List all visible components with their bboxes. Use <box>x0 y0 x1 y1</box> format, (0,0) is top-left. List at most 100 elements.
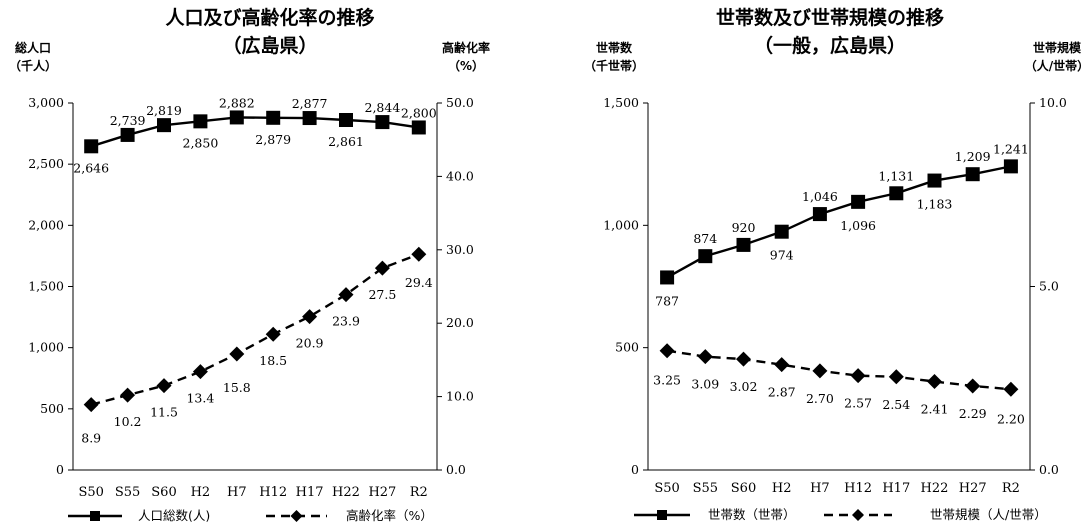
data-point-square <box>84 139 99 154</box>
data-label: 10.2 <box>114 414 142 429</box>
data-label: 2,861 <box>328 134 364 149</box>
data-label: 8.9 <box>81 431 101 446</box>
left-tick-label: 1,500 <box>28 279 64 294</box>
right-tick-label: 40.0 <box>446 168 474 183</box>
data-point-diamond <box>302 309 318 325</box>
data-label: 2.29 <box>959 406 987 421</box>
x-category-label: H2 <box>772 481 792 496</box>
chart-subtitle: （広島県） <box>222 34 317 57</box>
data-label: 787 <box>655 293 679 308</box>
data-label: 2.20 <box>997 411 1025 426</box>
data-point-square <box>774 224 789 239</box>
data-point-diamond <box>265 326 281 342</box>
left-tick-label: 500 <box>40 401 64 416</box>
data-point-square <box>927 173 942 188</box>
data-point-diamond <box>83 397 99 413</box>
legend-label: 人口総数(人) <box>138 508 210 523</box>
right-tick-label: 10.0 <box>446 389 474 404</box>
x-category-label: H17 <box>296 485 324 500</box>
data-label: 1,046 <box>802 189 838 204</box>
right-tick-label: 0.0 <box>1039 462 1059 477</box>
x-category-label: S60 <box>731 481 756 496</box>
left-axis-label: 世帯数 <box>596 40 633 55</box>
x-category-label: H2 <box>191 485 211 500</box>
data-point-square <box>698 249 713 264</box>
data-label: 3.25 <box>653 373 681 388</box>
data-label: 2.54 <box>882 397 910 412</box>
data-label: 874 <box>693 231 717 246</box>
data-label: 13.4 <box>186 391 214 406</box>
data-point-diamond <box>965 378 981 394</box>
left-tick-label: 0 <box>56 462 64 477</box>
x-category-label: H22 <box>332 485 360 500</box>
data-point-diamond <box>338 287 354 303</box>
data-point-square <box>736 237 751 252</box>
x-category-label: S55 <box>115 485 140 500</box>
data-label: 2,819 <box>146 103 182 118</box>
left-tick-label: 1,000 <box>28 340 64 355</box>
data-point-diamond <box>659 343 675 359</box>
chart-subtitle: （一般，広島県） <box>754 34 906 57</box>
x-category-label: H27 <box>368 485 396 500</box>
legend-label: 世帯規模（人/世帯） <box>930 507 1047 522</box>
data-label: 3.02 <box>730 379 758 394</box>
chart-1: 人口及び高齢化率の推移（広島県）総人口（千人）高齢化率（%）05001,0001… <box>9 6 490 523</box>
data-label: 1,241 <box>993 141 1029 156</box>
right-tick-label: 5.0 <box>1039 279 1059 294</box>
data-point-square <box>339 113 353 128</box>
data-point-square <box>157 118 171 133</box>
data-point-diamond <box>697 349 713 365</box>
x-category-label: S60 <box>151 485 176 500</box>
legend-marker-diamond <box>852 509 864 521</box>
right-axis-unit: （人/世帯） <box>1025 58 1089 73</box>
data-label: 3.09 <box>691 377 719 392</box>
right-axis-label: 世帯規模 <box>1033 40 1082 55</box>
left-tick-label: 500 <box>615 340 639 355</box>
data-label: 1,209 <box>955 149 991 164</box>
data-point-square <box>266 110 281 125</box>
left-axis-unit: （千人） <box>9 58 57 73</box>
left-tick-label: 2,000 <box>28 217 64 232</box>
data-label: 23.9 <box>332 314 360 329</box>
x-category-label: H12 <box>844 481 872 496</box>
series-line <box>666 165 1012 279</box>
data-point-diamond <box>411 246 427 262</box>
series-line <box>666 349 1012 391</box>
data-point-square <box>193 114 208 129</box>
data-point-diamond <box>736 351 751 367</box>
right-tick-label: 30.0 <box>446 242 474 257</box>
data-point-square <box>812 207 827 222</box>
x-category-label: S50 <box>654 481 679 496</box>
data-point-square <box>851 194 866 209</box>
data-label: 2.87 <box>768 385 796 400</box>
left-tick-label: 1,500 <box>603 95 639 110</box>
x-category-label: H12 <box>259 485 287 500</box>
left-tick-label: 2,500 <box>28 156 64 171</box>
x-category-label: H27 <box>959 481 987 496</box>
data-point-diamond <box>192 364 208 380</box>
x-category-label: H7 <box>810 481 830 496</box>
data-point-diamond <box>156 378 172 394</box>
series-line <box>90 116 419 148</box>
data-point-square <box>120 127 135 142</box>
data-label: 1,096 <box>840 218 876 233</box>
data-point-diamond <box>1003 381 1019 397</box>
chart-2: 世帯数及び世帯規模の推移（一般，広島県）世帯数（千世帯）世帯規模（人/世帯）05… <box>584 6 1089 522</box>
data-point-diamond <box>888 369 904 385</box>
data-label: 2,882 <box>219 95 255 110</box>
data-label: 27.5 <box>368 287 396 302</box>
right-axis-label: 高齢化率 <box>442 40 490 55</box>
legend-label: 高齢化率（%） <box>346 508 433 523</box>
data-label: 29.4 <box>405 275 433 290</box>
x-category-label: S50 <box>78 485 103 500</box>
data-label: 1,183 <box>917 197 953 212</box>
data-label: 2,646 <box>73 160 109 175</box>
data-label: 11.5 <box>150 405 178 420</box>
right-tick-label: 0.0 <box>446 462 466 477</box>
data-label: 2,844 <box>365 100 401 115</box>
data-point-diamond <box>774 357 790 373</box>
legend-marker-square <box>90 511 100 521</box>
data-point-square <box>375 115 390 130</box>
data-label: 2,739 <box>110 113 146 128</box>
chart-title: 世帯数及び世帯規模の推移 <box>716 6 944 29</box>
